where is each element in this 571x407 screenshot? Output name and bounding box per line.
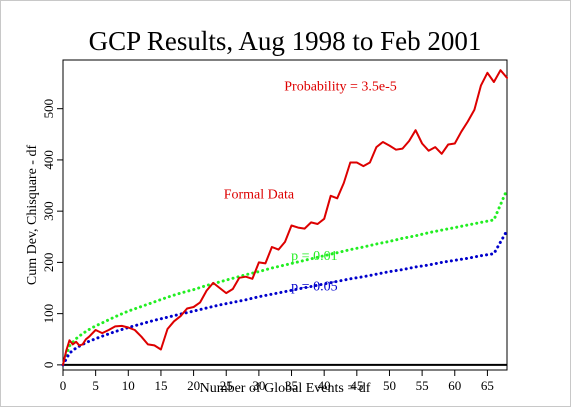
x-tick-label: 25: [220, 378, 233, 393]
x-tick-label: 35: [285, 378, 298, 393]
annotation-label: p = 0.05: [291, 280, 337, 295]
x-tick-label: 65: [481, 378, 494, 393]
x-tick-label: 40: [318, 378, 331, 393]
x-tick-label: 50: [383, 378, 396, 393]
plot-area: [62, 59, 508, 371]
annotations: Probability = 3.5e-5 Formal Data p = 0.01 p…: [224, 80, 397, 295]
y-tick-label: 100: [41, 304, 56, 324]
y-axis-label: Cum Dev, Chisquare - df: [25, 145, 40, 286]
series-line-formal-data: [62, 69, 508, 366]
y-tick-label: 500: [41, 99, 56, 119]
series-line-p-0-05: [61, 229, 509, 367]
y-tick-label: 400: [41, 150, 56, 170]
x-tick-label: 5: [92, 378, 99, 393]
x-tick-label: 0: [60, 378, 67, 393]
x-tick-label: 15: [154, 378, 167, 393]
x-tick-label: 20: [187, 378, 200, 393]
y-tick-label: 200: [41, 253, 56, 273]
x-tick-label: 55: [416, 378, 429, 393]
x-axis: 0 5 10 15 20 25 30 35 40 45 50 55 60 65: [60, 370, 494, 393]
annotation-label: Formal Data: [224, 187, 295, 202]
annotation-label: p = 0.01: [291, 249, 337, 264]
y-axis: 0 100 200 300 400 500: [41, 99, 63, 368]
chart-title: GCP Results, Aug 1998 to Feb 2001: [89, 26, 482, 56]
y-tick-label: 0: [41, 362, 56, 369]
series-line-p-0-01: [61, 188, 509, 367]
series-group: [61, 69, 509, 367]
x-tick-label: 30: [252, 378, 265, 393]
annotation-label: Probability = 3.5e-5: [284, 80, 397, 95]
x-tick-label: 10: [122, 378, 135, 393]
x-tick-label: 45: [350, 378, 363, 393]
x-axis-label: Number of Global Events = df: [200, 381, 371, 396]
y-tick-label: 300: [41, 201, 56, 221]
x-tick-label: 60: [448, 378, 461, 393]
